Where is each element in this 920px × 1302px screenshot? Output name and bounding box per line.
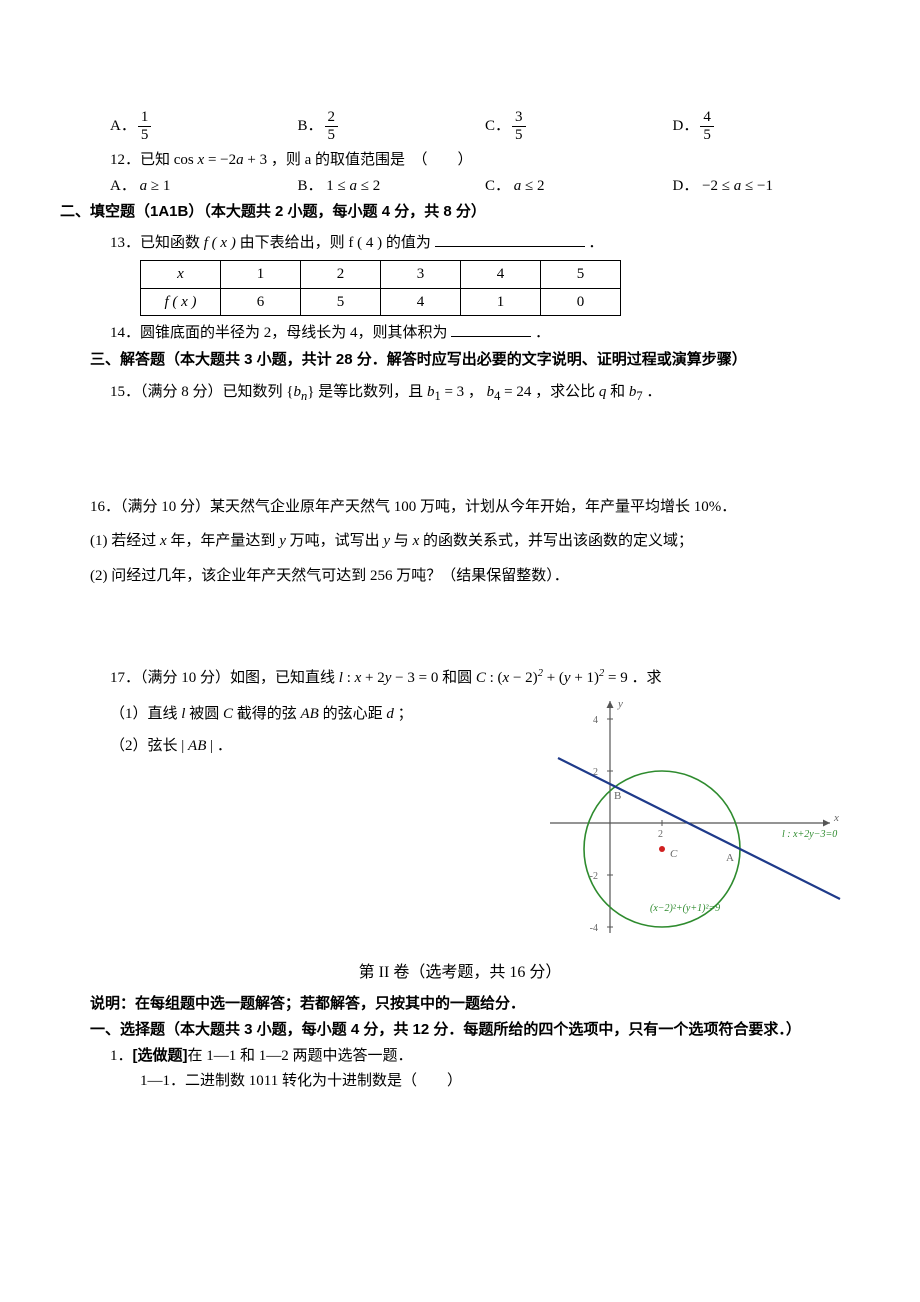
blank-fill bbox=[451, 322, 531, 337]
blank-fill bbox=[435, 232, 585, 247]
table-cell: 4 bbox=[381, 288, 461, 316]
q11-opt-c: C． 3 5 bbox=[485, 110, 673, 143]
q16-p2: (2) 问经过几年，该企业年产天然气可达到 256 万吨？（结果保留整数）． bbox=[60, 562, 860, 591]
q16-p1: (1) 若经过 x 年，年产量达到 y 万吨，试写出 y 与 x 的函数关系式，… bbox=[60, 527, 860, 556]
table-cell: 0 bbox=[541, 288, 621, 316]
table-row: x 1 2 3 4 5 bbox=[141, 261, 621, 289]
q13-fx: f ( x ) bbox=[204, 235, 236, 251]
part2-title: 第 II 卷（选考题，共 16 分） bbox=[60, 961, 860, 985]
q13-stem: 13．已知函数 f ( x ) 由下表给出，则 f ( 4 ) 的值为 ． bbox=[110, 232, 860, 255]
table-cell: 1 bbox=[221, 261, 301, 289]
q17-p1: （1）直线 l 被圆 C 截得的弦 AB 的弦心距 d ； bbox=[110, 703, 540, 726]
line-eq-label: l : x+2y−3=0 bbox=[782, 829, 837, 840]
center-label: C bbox=[670, 848, 678, 860]
opt-val: −2 ≤ a ≤ −1 bbox=[702, 178, 773, 194]
q15-bn: {bn} bbox=[286, 384, 314, 400]
section-3-title: 三、解答题（本大题共 3 小题，共计 28 分．解答时应写出必要的文字说明、证明… bbox=[60, 349, 860, 372]
point-a-label: A bbox=[726, 852, 734, 864]
q13-table: x 1 2 3 4 5 f ( x ) 6 5 4 1 0 bbox=[140, 260, 621, 316]
opt-label: A． bbox=[110, 115, 136, 138]
fraction: 1 5 bbox=[138, 110, 152, 143]
q17-l: l : x + 2y − 3 = 0 bbox=[339, 670, 439, 686]
table-cell: 4 bbox=[461, 261, 541, 289]
table-cell: 5 bbox=[541, 261, 621, 289]
tick-label: -4 bbox=[590, 923, 598, 934]
opt-val: a ≥ 1 bbox=[140, 178, 171, 194]
q17-stem: 17．（满分 10 分）如图，已知直线 l : x + 2y − 3 = 0 和… bbox=[110, 666, 860, 690]
q12-math: cos x = −2a + 3 bbox=[174, 152, 267, 168]
q12-opt-a: A． a ≥ 1 bbox=[110, 175, 298, 198]
table-cell: 2 bbox=[301, 261, 381, 289]
table-cell: f ( x ) bbox=[141, 288, 221, 316]
q12-stem: 12．已知 cos x = −2a + 3 ，则 a 的取值范围是 （ ） bbox=[110, 149, 860, 172]
q15-b1: b1 = 3 bbox=[427, 384, 464, 400]
opt-label: C． bbox=[485, 115, 510, 138]
y-axis-label: y bbox=[617, 698, 623, 710]
tick-label: 2 bbox=[658, 829, 663, 840]
x-axis-label: x bbox=[833, 812, 839, 824]
q13-f4: f ( 4 ) bbox=[348, 235, 382, 251]
q15-q: q bbox=[599, 384, 607, 400]
point-b-label: B bbox=[614, 790, 621, 802]
table-row: f ( x ) 6 5 4 1 0 bbox=[141, 288, 621, 316]
q16-stem: 16．（满分 10 分）某天然气企业原年产天然气 100 万吨，计划从今年开始，… bbox=[60, 493, 860, 522]
part2-note: 说明：在每组题中选一题解答；若都解答，只按其中的一题给分． bbox=[60, 993, 860, 1016]
table-cell: x bbox=[141, 261, 221, 289]
q15-b4: b4 = 24 bbox=[487, 384, 532, 400]
center-point bbox=[659, 846, 665, 852]
q17-c: C : (x − 2)2 + (y + 1)2 = 9 bbox=[476, 670, 628, 686]
fraction: 2 5 bbox=[325, 110, 339, 143]
table-cell: 5 bbox=[301, 288, 381, 316]
part2-q1-1: 1—1．二进制数 1011 转化为十进制数是（ ） bbox=[140, 1070, 860, 1093]
table-cell: 6 bbox=[221, 288, 301, 316]
q11-opt-b: B． 2 5 bbox=[298, 110, 486, 143]
q17-p2: （2）弦长 | AB | ． bbox=[110, 735, 540, 758]
q17-body: （1）直线 l 被圆 C 截得的弦 AB 的弦心距 d ； （2）弦长 | AB… bbox=[60, 693, 860, 943]
fraction: 3 5 bbox=[512, 110, 526, 143]
section-2-title: 二、填空题（1A1B）（本大题共 2 小题，每小题 4 分，共 8 分） bbox=[60, 201, 860, 224]
q11-opt-a: A． 1 5 bbox=[110, 110, 298, 143]
opt-val: 1 ≤ a ≤ 2 bbox=[326, 178, 380, 194]
circle-eq-label: (x−2)²+(y+1)²=9 bbox=[650, 903, 720, 914]
q17-figure: y x 4 2 -2 -4 2 C B A l : x+2y−3=0 (x−2)… bbox=[540, 693, 860, 943]
q11-opt-d: D． 4 5 bbox=[673, 110, 861, 143]
table-cell: 1 bbox=[461, 288, 541, 316]
opt-val: a ≤ 2 bbox=[514, 178, 545, 194]
part2-q1: 1．[选做题]在 1—1 和 1—2 两题中选答一题． bbox=[110, 1045, 860, 1068]
tick-label: 4 bbox=[593, 715, 598, 726]
q15-stem: 15．（满分 8 分）已知数列 {bn} 是等比数列，且 b1 = 3 ， b4… bbox=[110, 381, 860, 406]
q12-opt-b: B． 1 ≤ a ≤ 2 bbox=[298, 175, 486, 198]
q12-opt-c: C． a ≤ 2 bbox=[485, 175, 673, 198]
q14-stem: 14．圆锥底面的半径为 2，母线长为 4，则其体积为 ． bbox=[110, 322, 860, 345]
opt-label: B． bbox=[298, 115, 323, 138]
q17-ab: | AB | bbox=[181, 738, 213, 754]
opt-label: D． bbox=[673, 115, 699, 138]
part2-sec1: 一、选择题（本大题共 3 小题，每小题 4 分，共 12 分．每题所给的四个选项… bbox=[60, 1019, 860, 1042]
fraction: 4 5 bbox=[700, 110, 714, 143]
q11-options: A． 1 5 B． 2 5 C． 3 5 D． 4 5 bbox=[60, 110, 860, 143]
table-cell: 3 bbox=[381, 261, 461, 289]
q12-options: A． a ≥ 1 B． 1 ≤ a ≤ 2 C． a ≤ 2 D． −2 ≤ a… bbox=[60, 175, 860, 198]
q15-b7: b7 bbox=[629, 384, 643, 400]
q12-opt-d: D． −2 ≤ a ≤ −1 bbox=[673, 175, 861, 198]
